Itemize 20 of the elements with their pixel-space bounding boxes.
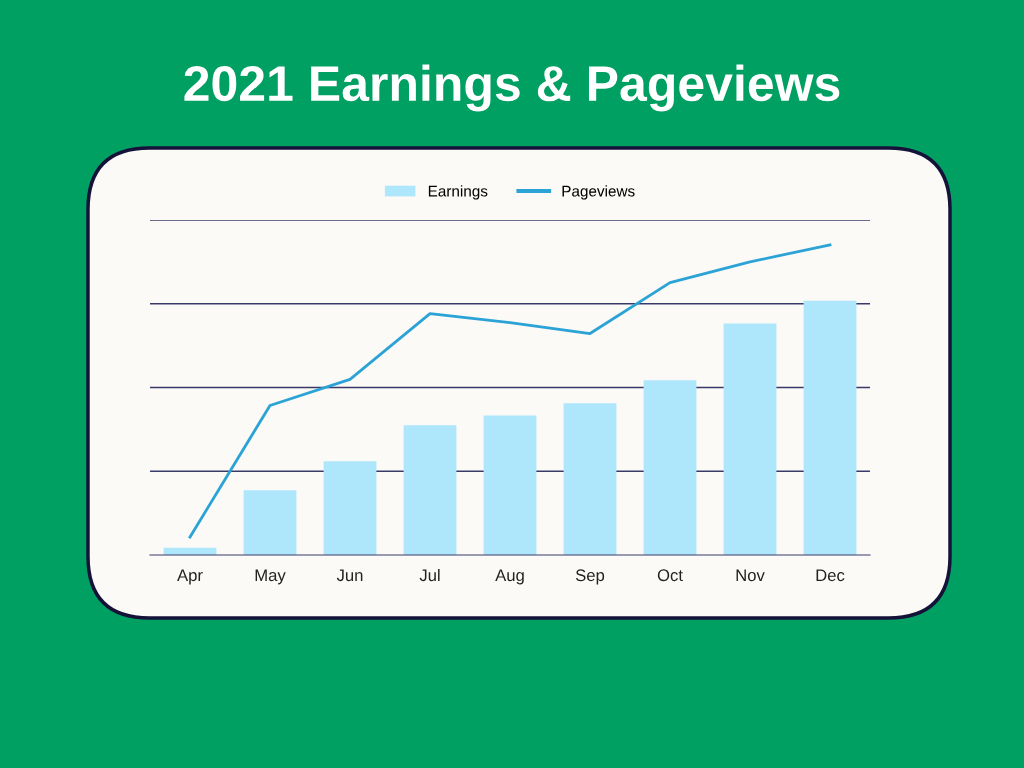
bar [723,323,777,555]
bar [803,300,857,555]
x-tick-label: Dec [816,569,845,582]
x-tick-label: Oct [657,569,683,582]
legend-label: Earnings [428,185,488,200]
legend-label: Pageviews [562,185,635,200]
x-tick-label: Nov [736,569,765,582]
bar [643,380,697,555]
bar [323,461,377,555]
x-tick-label: Sep [575,569,605,585]
chart-title: 2021 Earnings & Pageviews [184,64,840,112]
bar [403,425,457,555]
x-tick-label: Apr [177,569,203,585]
x-tick-label: Aug [495,569,524,585]
bar [563,403,617,555]
bar [483,415,537,555]
x-tick-label: Jul [419,568,440,582]
x-tick-label: Jun [336,569,363,582]
x-tick-label: May [255,569,286,585]
bar [243,490,297,555]
